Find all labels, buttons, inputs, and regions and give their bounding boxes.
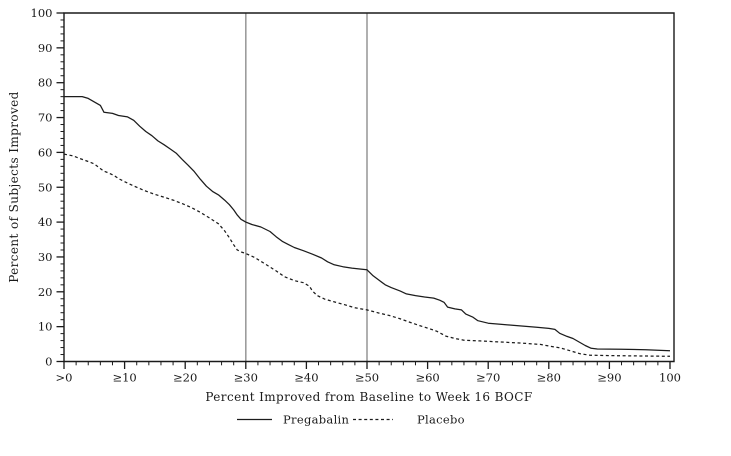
- legend-label-pregabalin: Pregabalin: [283, 413, 350, 427]
- x-tick-label: ≥60: [415, 371, 439, 385]
- y-tick-label: 30: [38, 250, 53, 264]
- reference-lines: [245, 13, 368, 362]
- x-axis-title: Percent Improved from Baseline to Week 1…: [205, 390, 532, 404]
- y-tick-label: 60: [38, 145, 53, 159]
- x-tick-label: ≥40: [294, 371, 318, 385]
- x-tick-label: >0: [56, 371, 73, 385]
- y-tick-label: 100: [31, 6, 53, 20]
- pregabalin-curve: [64, 95, 671, 352]
- legend-label-placebo: Placebo: [417, 413, 465, 427]
- tick-labels: >0 ≥10 ≥20 ≥30 ≥40 ≥50 ≥60 ≥70 ≥80 ≥90 100 0 10 20 30 4…: [31, 6, 681, 385]
- y-tick-label: 40: [38, 215, 53, 229]
- y-tick-label: 0: [45, 355, 52, 369]
- legend-item-pregabalin: Pregabalin: [237, 413, 350, 427]
- x-tick-label: ≥30: [234, 371, 258, 385]
- plot-frame: [63, 12, 675, 363]
- x-tick-label: ≥50: [355, 371, 379, 385]
- y-tick-label: 50: [38, 180, 53, 194]
- x-tick-label: ≥10: [112, 371, 136, 385]
- y-tick-label: 10: [38, 320, 53, 334]
- series-lines: [63, 95, 671, 357]
- legend-item-placebo: Placebo: [353, 413, 465, 427]
- plot-border: [63, 12, 675, 363]
- y-tick-label: 90: [38, 41, 53, 55]
- y-tick-label: 20: [38, 285, 53, 299]
- x-tick-label: ≥80: [537, 371, 561, 385]
- y-tick-label: 70: [38, 111, 53, 125]
- y-axis-title: Percent of Subjects Improved: [7, 91, 21, 283]
- x-tick-label: ≥70: [476, 371, 500, 385]
- legend: Pregabalin Placebo: [237, 413, 465, 427]
- x-tick-label: ≥90: [597, 371, 621, 385]
- x-tick-label: 100: [659, 371, 681, 385]
- y-tick-label: 80: [38, 76, 53, 90]
- x-tick-label: ≥20: [173, 371, 197, 385]
- axis-ticks: [56, 12, 671, 369]
